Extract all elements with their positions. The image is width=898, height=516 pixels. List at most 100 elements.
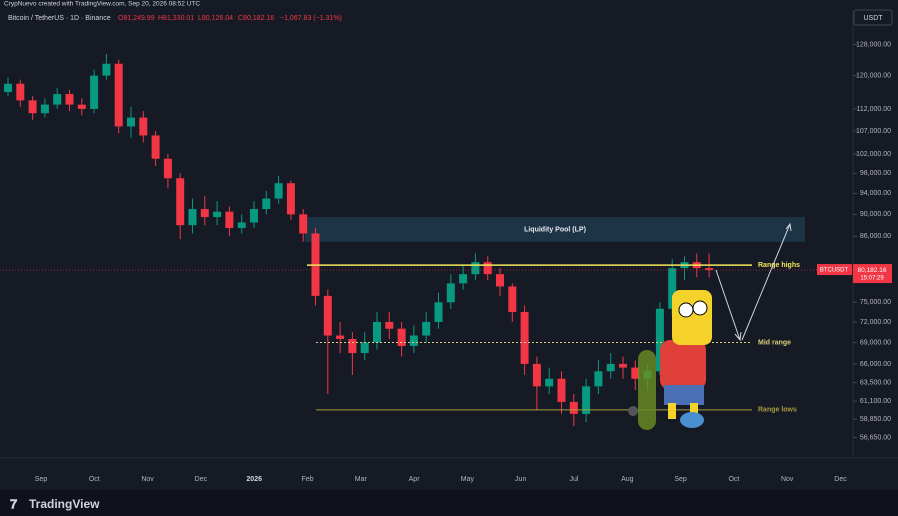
candle-body	[569, 401, 578, 414]
symbol-tag-label: BTCUSDT	[820, 268, 849, 274]
candle-body	[557, 378, 566, 402]
candle-body	[127, 117, 135, 127]
candle-body	[385, 321, 394, 329]
y-tick-label: 58,850.00	[860, 416, 891, 423]
candle-body	[520, 312, 529, 364]
zone-label: Liquidity Pool (LP)	[524, 226, 586, 233]
candle-body	[336, 335, 345, 339]
ohlc-value: O81,249.99	[118, 15, 155, 22]
candle-body	[655, 308, 664, 372]
x-tick-label: Apr	[409, 476, 421, 483]
ohlc-value: C80,182.16	[238, 15, 274, 22]
liquidity-zone	[305, 217, 805, 242]
candle-body	[360, 342, 369, 354]
candle-body	[53, 94, 62, 105]
plot: Liquidity Pool (LP) Range highs Mid range R…	[4, 54, 805, 427]
candle-body	[545, 378, 554, 387]
price-tag-label: 80,182.16	[858, 267, 887, 274]
candle-body	[250, 209, 258, 223]
candle-body	[28, 100, 37, 114]
currency[interactable]: USDT	[863, 15, 883, 22]
y-tick-label: 112,000.00	[856, 106, 891, 113]
y-tick-label: 56,650.00	[860, 434, 891, 441]
candle-body	[102, 63, 111, 76]
y-tick-label: 63,500.00	[860, 379, 891, 386]
footer-bar	[0, 490, 898, 516]
x-tick-label: 2026	[246, 476, 262, 483]
candle-body	[286, 183, 295, 215]
y-tick-label: 66,000.00	[860, 361, 891, 368]
ohlc-value: L80,126.04	[198, 15, 233, 22]
y-tick-label: 102,000.00	[856, 151, 891, 158]
candle-body	[77, 104, 86, 109]
arrow	[741, 222, 792, 341]
candle-body	[422, 321, 431, 336]
candle-body	[4, 83, 12, 92]
candle-body	[459, 274, 468, 284]
candle-body	[668, 268, 677, 309]
candle-body	[348, 338, 357, 354]
candle-body	[65, 94, 74, 105]
y-tick-label: 72,000.00	[860, 319, 891, 326]
ohlc-value: −1,067.83 (−1.31%)	[280, 15, 342, 22]
y-tick-label: 86,000.00	[860, 233, 891, 240]
candle-body	[151, 135, 160, 159]
candle-body	[114, 63, 123, 127]
candle-body	[237, 222, 246, 228]
brand[interactable]: TradingView	[29, 497, 100, 511]
candle-body	[606, 363, 615, 372]
candle-body	[619, 363, 627, 368]
x-tick-label: Mar	[355, 476, 368, 483]
candle-body	[434, 302, 443, 322]
candle-body	[594, 371, 603, 387]
shorts	[664, 385, 704, 405]
ohlc-legend: O81,249.99 H81,330.01 L80,126.04 C80,182.16…	[118, 15, 342, 22]
candle-body	[631, 367, 640, 379]
candle-body	[496, 274, 504, 287]
candle-body	[163, 158, 172, 179]
candle-body	[323, 295, 332, 336]
candle-body	[262, 198, 271, 210]
candle-body	[274, 183, 283, 199]
logo-mark: 𝟕	[10, 496, 18, 511]
candle-body	[532, 363, 541, 387]
cartoon	[628, 290, 712, 430]
candle-body	[40, 104, 49, 114]
x-tick-label: Dec	[834, 476, 847, 483]
candle-body	[397, 328, 406, 346]
y-tick-label: 98,000.00	[860, 170, 891, 177]
currency-box[interactable]	[853, 9, 893, 26]
candle-body	[200, 209, 209, 218]
x-tick-label: Oct	[728, 476, 739, 483]
marker	[628, 406, 638, 416]
arrow	[715, 269, 742, 342]
eye	[692, 300, 708, 316]
y-tick-label: 94,000.00	[860, 190, 891, 197]
level-label: Range highs	[758, 262, 800, 269]
candle-body	[508, 286, 517, 313]
candle-body	[176, 178, 185, 226]
candle-body	[139, 117, 148, 136]
candle-body	[225, 211, 234, 228]
shirt	[660, 340, 706, 390]
x-tick-label: Aug	[621, 476, 634, 483]
x-tick-label: Feb	[301, 476, 313, 483]
eye	[678, 302, 694, 318]
candle-body	[471, 262, 480, 275]
candle-body	[409, 335, 418, 346]
y-tick-label: 107,000.00	[856, 128, 891, 135]
candle-body	[483, 262, 492, 275]
candle-body	[446, 283, 455, 303]
shoe	[680, 412, 704, 428]
y-tick-label: 120,000.00	[856, 72, 891, 79]
leg	[690, 403, 698, 419]
y-tick-label: 69,000.00	[860, 339, 891, 346]
x-tick-label: May	[461, 476, 475, 483]
x-tick-label: Dec	[195, 476, 208, 483]
skateboard	[638, 350, 656, 430]
candle-body	[188, 209, 197, 226]
credit: CrypNuevo created with TradingView.com, …	[4, 1, 200, 8]
price-tag	[853, 264, 892, 284]
x-tick-label: Nov	[781, 476, 794, 483]
